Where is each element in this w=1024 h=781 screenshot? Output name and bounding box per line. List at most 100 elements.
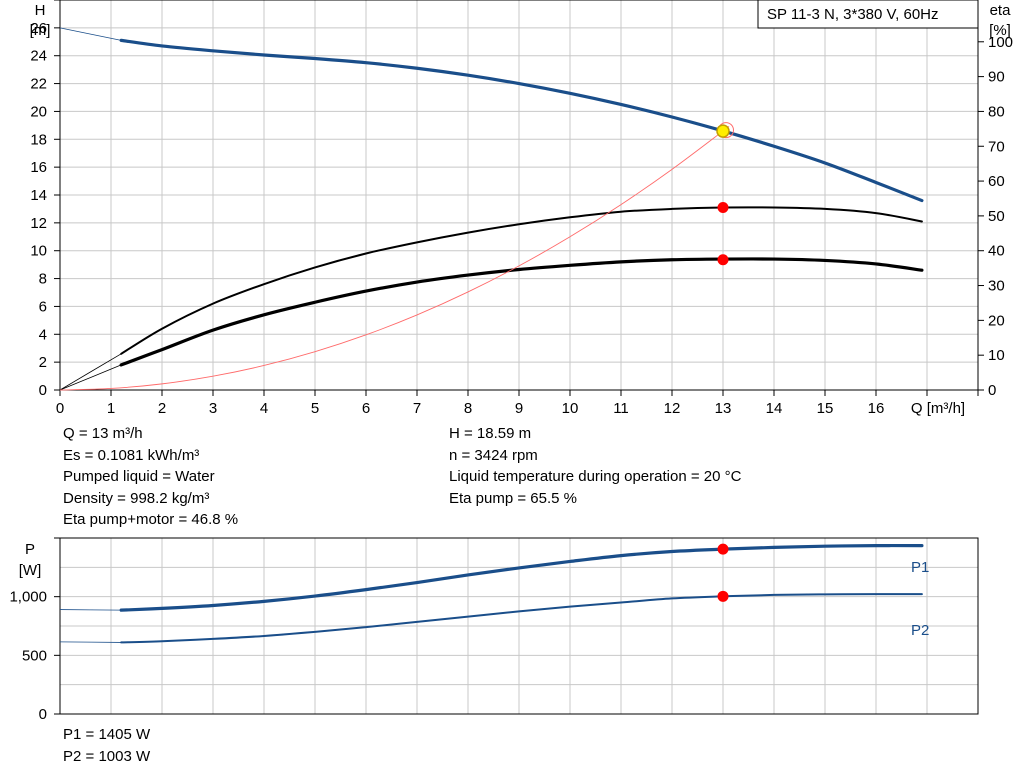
x-tick-label: 8 [464,400,472,417]
y-tick-label: 16 [30,159,47,176]
info-eta-pump: Eta pump = 65.5 % [449,489,577,507]
info-speed: n = 3424 rpm [449,446,538,464]
x-tick-label: 6 [362,400,370,417]
legend-label-p1: P1 [911,559,929,576]
duty-point-head [716,124,730,138]
p1-curve [119,543,924,612]
y-tick-label: 14 [30,187,47,204]
head-extension [59,27,122,41]
system-curve-line [59,126,730,391]
efficiency-pump-motor-curve [119,257,924,367]
y2-tick-label: 0 [988,382,996,399]
top-duty-points [716,122,734,266]
y-tick-label: 20 [30,103,47,120]
y2-tick-label: 30 [988,278,1005,295]
head-efficiency-chart: 0 1 2 3 4 5 6 7 8 9 10 11 12 13 14 15 16 024681012141618… [30,0,1013,417]
y2-tick-label: 80 [988,103,1005,120]
x-tick-label: 14 [766,400,783,417]
top-y-ticks-right: 0 10 20 30 40 50 60 70 80 90 100 [978,34,1013,399]
info-pumped-liquid: Pumped liquid = Water [63,468,215,485]
power-chart: 0 500 1,000 P [W] P1 P2 [9,537,979,723]
x-tick-label: 2 [158,400,166,417]
info-p2: P2 = 1003 W [63,747,151,765]
chart-title: SP 11-3 N, 3*380 V, 60Hz [767,6,939,23]
y-tick-label: 24 [30,48,47,65]
info-power: P1 = 1405 W P2 = 1003 W [63,724,150,767]
y2-tick-label: 60 [988,173,1005,190]
efficiency-pump-extension [59,353,122,391]
efficiency-pump-curve [120,206,923,355]
x-tick-label: 3 [209,400,217,417]
head-curve [119,38,924,203]
y-tick-label: 8 [39,271,47,288]
info-head: H = 18.59 m [449,425,532,442]
y-tick-label: 22 [30,76,47,93]
p2-curve [120,593,923,644]
y-tick-label: 0 [39,706,47,723]
y2-tick-label: 70 [988,138,1005,155]
info-right: H = 18.59 m n = 3424 rpm Liquid temperat… [449,423,741,509]
x-tick-label: 5 [311,400,319,417]
info-eta-pump-motor: Eta pump+motor = 46.8 % [63,511,239,528]
y-axis-label-p: P [25,541,35,558]
x-tick-label: 12 [664,400,681,417]
x-tick-label: 7 [413,400,421,417]
p2-extension [59,641,122,643]
top-grid [59,0,979,391]
y-tick-label: 500 [22,647,47,664]
y-tick-label: 10 [30,243,47,260]
info-left: Q = 13 m³/h Es = 0.1081 kWh/m³ Pumped li… [63,423,238,531]
bottom-duty-points [717,543,729,602]
efficiency-pump-motor-extension [59,364,122,391]
duty-p1-point [717,543,729,555]
y-axis-unit-h: [m] [30,22,51,39]
duty-eta-pump-point [717,202,729,214]
duty-eta-pump-motor-point [717,254,729,266]
y-axis-unit-p: [W] [19,562,42,579]
bottom-plot-frame [59,537,979,715]
y-tick-label: 0 [39,382,47,399]
x-tick-label: 10 [562,400,579,417]
bottom-series [59,543,924,644]
title-box [757,0,979,29]
top-x-ticks: 0 1 2 3 4 5 6 7 8 9 10 11 12 13 14 15 16 [56,390,979,417]
bottom-y-ticks: 0 500 1,000 [9,537,60,723]
y2-tick-label: 90 [988,69,1005,86]
x-tick-label: 15 [817,400,834,417]
x-tick-label: 1 [107,400,115,417]
y2-tick-label: 50 [988,208,1005,225]
y2-tick-label: 40 [988,243,1005,260]
x-tick-label: 0 [56,400,64,417]
x-tick-label: 13 [715,400,732,417]
y-tick-label: 12 [30,215,47,232]
p1-extension [59,609,122,611]
x-tick-label: 9 [515,400,523,417]
x-tick-label: 4 [260,400,268,417]
top-series [59,27,924,391]
bottom-grid [59,537,979,715]
info-liquid-temperature: Liquid temperature during operation = 20… [449,468,742,485]
y2-tick-label: 100 [988,34,1013,51]
info-p1: P1 = 1405 W [63,726,151,743]
y-tick-label: 6 [39,298,47,315]
y-axis-label-h: H [35,2,46,19]
info-flow: Q = 13 m³/h [63,425,143,442]
y2-tick-label: 10 [988,347,1005,364]
y-axis-label-eta: eta [990,2,1012,19]
x-tick-label: 11 [613,400,629,417]
x-axis-label-q: Q [m³/h] [911,400,965,417]
y-tick-label: 18 [30,131,47,148]
y-tick-label: 1,000 [9,589,47,606]
y2-tick-label: 20 [988,312,1005,329]
y-tick-label: 4 [39,326,47,343]
info-specific-energy: Es = 0.1081 kWh/m³ [63,446,200,464]
duty-p2-point [717,590,729,602]
y-axis-unit-eta: [%] [989,22,1011,39]
info-density: Density = 998.2 kg/m³ [63,489,210,507]
legend-label-p2: P2 [911,622,929,639]
x-tick-label: 16 [868,400,885,417]
y-tick-label: 26 [30,20,47,37]
y-tick-label: 2 [39,354,47,371]
